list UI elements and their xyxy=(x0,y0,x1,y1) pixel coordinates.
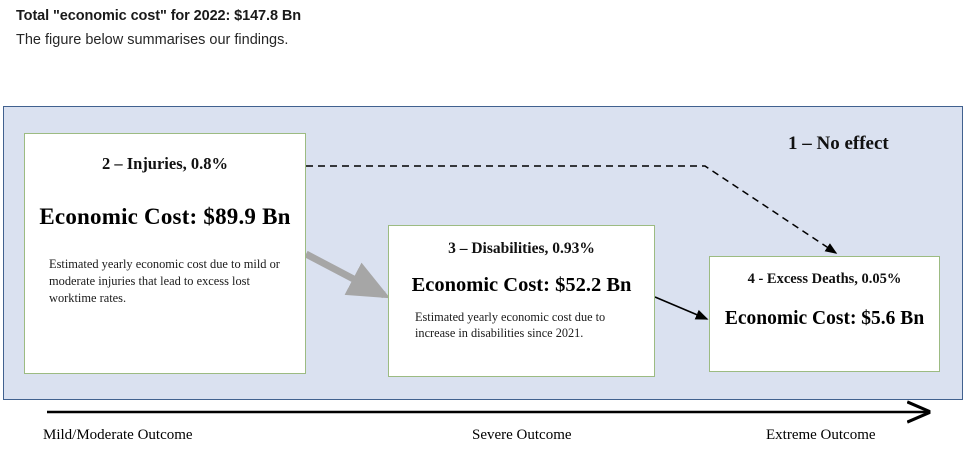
stage-box-disabilities-heading: 3 – Disabilities, 0.93% xyxy=(448,240,595,257)
stage-box-excess-deaths-heading: 4 - Excess Deaths, 0.05% xyxy=(747,271,902,287)
stage-box-disabilities[interactable]: 3 – Disabilities, 0.93% Economic Cost: $… xyxy=(388,225,655,377)
stage-box-excess-deaths[interactable]: 4 - Excess Deaths, 0.05% Economic Cost: … xyxy=(709,256,940,372)
header-block: Total "economic cost" for 2022: $147.8 B… xyxy=(16,6,916,50)
page-subtitle: The figure below summarises our findings… xyxy=(16,32,289,48)
stage-box-injuries-heading: 2 – Injuries, 0.8% xyxy=(101,154,229,173)
no-effect-label: 1 – No effect xyxy=(788,133,889,154)
stage-box-injuries-cost: Economic Cost: $89.9 Bn xyxy=(39,204,291,229)
stage-box-disabilities-note: Estimated yearly economic cost due to in… xyxy=(415,310,606,340)
stage-box-excess-deaths-cost: Economic Cost: $5.6 Bn xyxy=(724,308,925,329)
axis-label-severe: Severe Outcome xyxy=(472,427,572,443)
stage-box-injuries[interactable]: 2 – Injuries, 0.8% Economic Cost: $89.9 … xyxy=(24,133,306,374)
axis-label-mild-moderate: Mild/Moderate Outcome xyxy=(43,427,193,443)
page-title: Total "economic cost" for 2022: $147.8 B… xyxy=(16,8,301,24)
stage-box-disabilities-cost: Economic Cost: $52.2 Bn xyxy=(411,274,632,296)
axis-label-extreme: Extreme Outcome xyxy=(766,427,876,443)
stage-box-injuries-note: Estimated yearly economic cost due to mi… xyxy=(49,257,280,305)
